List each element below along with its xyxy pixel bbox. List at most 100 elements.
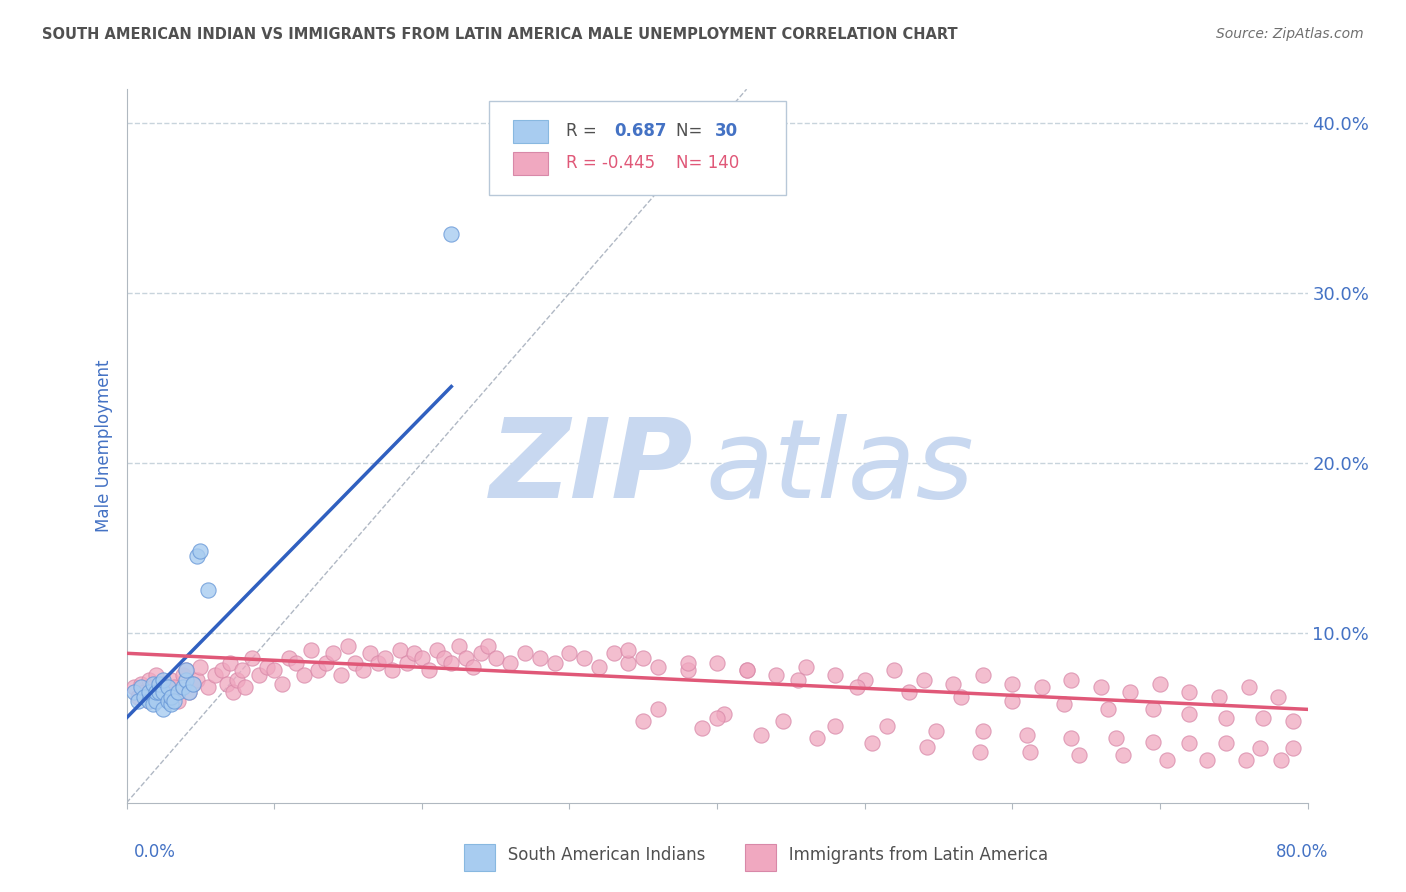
Point [138, 685, 160, 699]
Point [145, 668, 167, 682]
Point [1097, 702, 1119, 716]
Point [942, 677, 965, 691]
Point [411, 651, 433, 665]
Point [529, 651, 551, 665]
Point [308, 663, 330, 677]
Point [167, 694, 190, 708]
Point [148, 689, 170, 703]
Point [263, 663, 285, 677]
Point [806, 731, 828, 746]
Point [138, 673, 160, 688]
Point [174, 663, 197, 677]
Point [129, 680, 153, 694]
Point [160, 690, 183, 705]
FancyBboxPatch shape [489, 102, 786, 194]
Point [876, 719, 898, 733]
Point [1060, 673, 1083, 688]
Point [1060, 731, 1083, 746]
Point [898, 685, 921, 699]
Point [1270, 753, 1292, 767]
Point [145, 685, 167, 699]
Point [129, 677, 153, 691]
Point [949, 690, 972, 705]
Point [404, 646, 426, 660]
Point [152, 685, 174, 699]
Text: R = -0.445: R = -0.445 [565, 154, 655, 172]
Point [152, 677, 174, 691]
Point [1249, 741, 1271, 756]
Point [240, 651, 263, 665]
Point [1001, 694, 1024, 708]
Point [322, 646, 344, 660]
Point [969, 745, 991, 759]
Point [1067, 748, 1090, 763]
Point [647, 660, 669, 674]
Point [222, 685, 245, 699]
Point [177, 685, 200, 699]
Y-axis label: Male Unemployment: Male Unemployment [94, 359, 112, 533]
Point [912, 673, 935, 688]
Point [381, 663, 404, 677]
Point [1053, 698, 1076, 712]
Point [735, 663, 758, 677]
Point [122, 680, 145, 694]
Text: 0.687: 0.687 [614, 122, 666, 140]
Point [499, 657, 522, 671]
Point [315, 657, 337, 671]
Point [846, 680, 869, 694]
FancyBboxPatch shape [513, 120, 548, 143]
Text: South American Indians: South American Indians [492, 846, 706, 863]
Point [127, 694, 149, 708]
Point [972, 724, 994, 739]
Point [1001, 677, 1024, 691]
Point [299, 643, 322, 657]
Point [484, 651, 508, 665]
Point [163, 694, 186, 708]
Point [249, 668, 271, 682]
Point [765, 668, 787, 682]
Point [772, 714, 794, 729]
Point [1090, 680, 1112, 694]
Point [418, 663, 440, 677]
Text: 0.0%: 0.0% [134, 843, 176, 861]
Point [440, 657, 463, 671]
Text: SOUTH AMERICAN INDIAN VS IMMIGRANTS FROM LATIN AMERICA MALE UNEMPLOYMENT CORRELA: SOUTH AMERICAN INDIAN VS IMMIGRANTS FROM… [42, 27, 957, 42]
Point [1237, 680, 1260, 694]
Point [647, 702, 669, 716]
Point [972, 668, 994, 682]
Text: Source: ZipAtlas.com: Source: ZipAtlas.com [1216, 27, 1364, 41]
Point [603, 646, 626, 660]
Point [1215, 711, 1237, 725]
Point [160, 673, 183, 688]
Point [824, 719, 846, 733]
Point [134, 690, 156, 705]
Text: R =: R = [565, 122, 607, 140]
Point [617, 643, 640, 657]
Point [329, 668, 352, 682]
Point [477, 640, 499, 654]
Point [122, 685, 145, 699]
Point [188, 660, 212, 674]
Point [543, 657, 565, 671]
Point [676, 657, 699, 671]
Point [824, 668, 846, 682]
Point [138, 694, 160, 708]
Text: N= 140: N= 140 [676, 154, 740, 172]
Point [172, 668, 194, 682]
Point [787, 673, 810, 688]
Point [172, 680, 194, 694]
Point [278, 651, 301, 665]
Point [1197, 753, 1219, 767]
Point [219, 657, 242, 671]
Point [1017, 728, 1039, 742]
FancyBboxPatch shape [513, 152, 548, 175]
Point [692, 721, 714, 735]
Point [367, 657, 389, 671]
Point [270, 677, 292, 691]
Text: Immigrants from Latin America: Immigrants from Latin America [773, 846, 1049, 863]
Point [1178, 685, 1201, 699]
Point [1253, 711, 1275, 725]
Point [924, 724, 946, 739]
Point [706, 657, 728, 671]
Point [156, 694, 179, 708]
